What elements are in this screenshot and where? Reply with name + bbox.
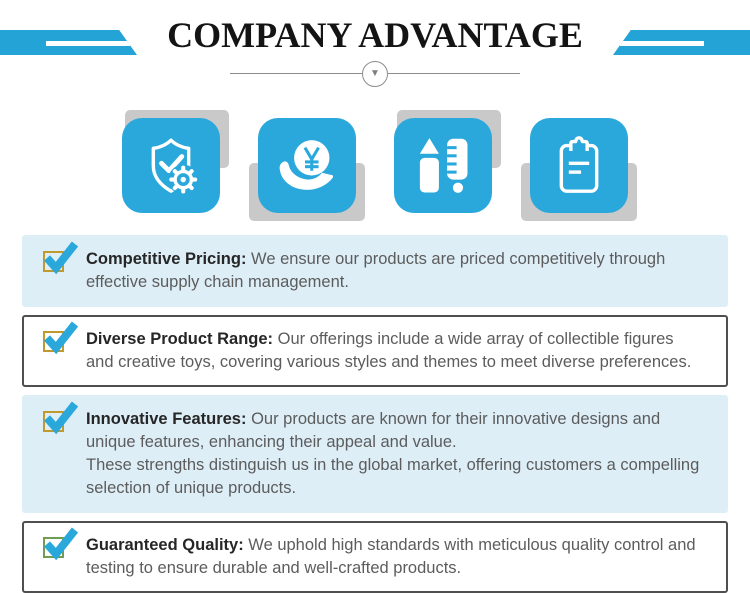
left-ribbon-decoration bbox=[0, 30, 137, 55]
advantage-body: We uphold high standards with meticulous… bbox=[86, 536, 696, 577]
tile-competitive-pricing bbox=[249, 118, 365, 221]
ribbon-stripe bbox=[620, 41, 704, 46]
advantage-text: Diverse Product Range: Our offerings inc… bbox=[86, 328, 704, 374]
advantage-list: Competitive Pricing: We ensure our produ… bbox=[22, 235, 728, 593]
advantage-text: Guaranteed Quality: We uphold high stand… bbox=[86, 534, 704, 580]
advantage-item-innovative-features: Innovative Features: Our products are kn… bbox=[22, 395, 728, 513]
advantage-text: Competitive Pricing: We ensure our produ… bbox=[86, 248, 704, 294]
divider-line bbox=[230, 73, 362, 74]
ribbon-stripe bbox=[46, 41, 130, 46]
advantage-item-guaranteed-quality: Guaranteed Quality: We uphold high stand… bbox=[22, 521, 728, 593]
tile-design-tools bbox=[394, 110, 501, 213]
shield-check-gear-icon bbox=[122, 118, 220, 213]
advantage-title: Guaranteed Quality: bbox=[86, 536, 244, 554]
down-arrow-icon: ▼ bbox=[362, 60, 388, 87]
checkbox-check-icon bbox=[43, 527, 79, 561]
page-title: COMPANY ADVANTAGE bbox=[167, 15, 583, 55]
advantage-title: Diverse Product Range: bbox=[86, 330, 274, 348]
feature-icon-row bbox=[0, 110, 750, 221]
pencil-ruler-icon bbox=[394, 118, 492, 213]
divider-line bbox=[388, 73, 520, 74]
title-divider: ▼ bbox=[230, 60, 520, 87]
advantage-text: Innovative Features: Our products are kn… bbox=[86, 408, 704, 500]
advantage-item-diverse-product-range: Diverse Product Range: Our offerings inc… bbox=[22, 315, 728, 387]
clipboard-checklist-icon bbox=[530, 118, 628, 213]
advantage-body: We ensure our products are priced compet… bbox=[86, 250, 666, 291]
right-ribbon-decoration bbox=[613, 30, 750, 55]
checkbox-check-icon bbox=[43, 401, 79, 435]
down-arrow-glyph: ▼ bbox=[370, 67, 380, 79]
advantage-title: Innovative Features: bbox=[86, 410, 247, 428]
checkbox-check-icon bbox=[43, 321, 79, 355]
advantage-item-competitive-pricing: Competitive Pricing: We ensure our produ… bbox=[22, 235, 728, 307]
checkbox-check-icon bbox=[43, 241, 79, 275]
advantage-title: Competitive Pricing: bbox=[86, 250, 247, 268]
advantage-body: Our products are known for their innovat… bbox=[86, 410, 700, 497]
tile-quality-assurance bbox=[122, 110, 229, 213]
header: COMPANY ADVANTAGE ▼ bbox=[0, 0, 750, 95]
advantage-body: Our offerings include a wide array of co… bbox=[86, 330, 692, 371]
hand-yen-coin-icon bbox=[258, 118, 356, 213]
tile-quality-checklist bbox=[521, 118, 637, 221]
